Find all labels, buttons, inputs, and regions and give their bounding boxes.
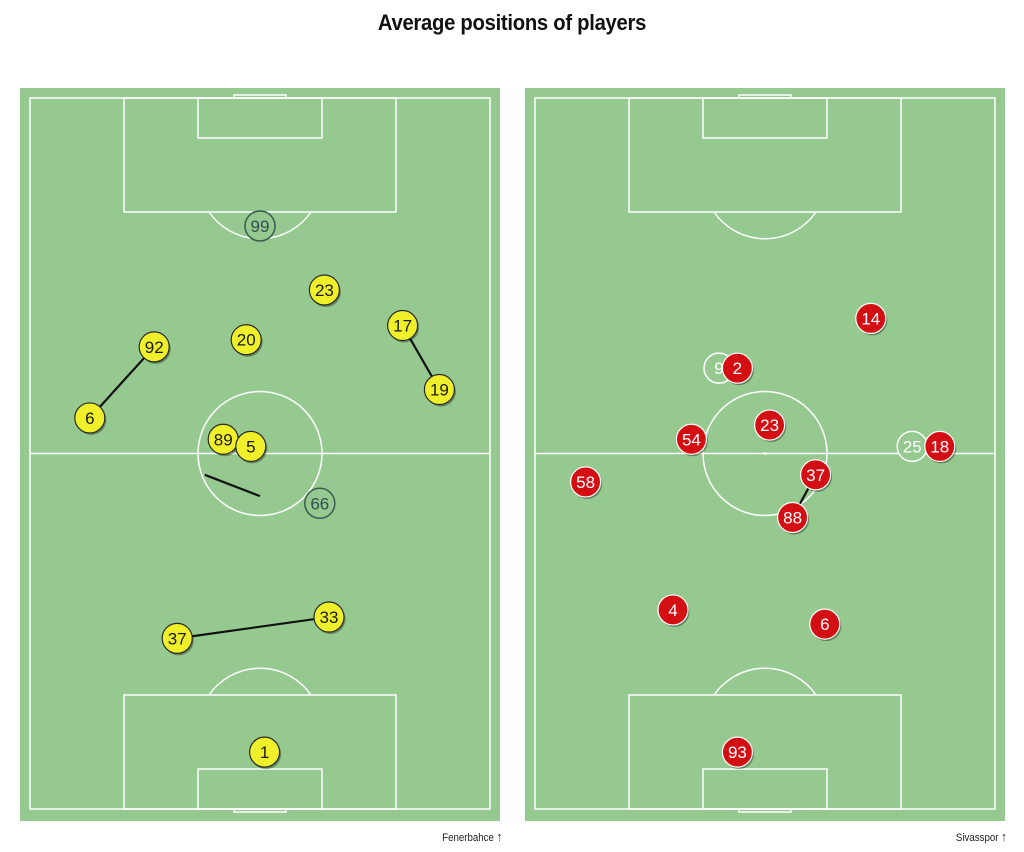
team-label-fenerbahce: Fenerbahce ↑ (442, 829, 502, 844)
fenerbahce-pitch: 99 66 23 17 19 92 20 6 89 5 33 37 1 (20, 88, 500, 821)
player-marker: 20 (230, 324, 263, 357)
player-number: 1 (260, 743, 269, 762)
player-markers: 9 25 14 2 54 23 18 58 37 88 4 6 93 (569, 302, 957, 770)
player-number: 23 (315, 281, 334, 300)
player-number: 54 (682, 430, 701, 449)
player-number: 20 (237, 331, 256, 350)
player-number: 5 (246, 437, 255, 456)
player-number: 92 (145, 338, 164, 357)
player-number: 9 (714, 359, 723, 378)
player-number: 6 (820, 615, 829, 634)
player-marker: 33 (313, 601, 346, 635)
marker-circle (754, 409, 786, 441)
marker-circle (138, 331, 170, 363)
player-marker: 6 (809, 608, 842, 642)
marker-circle (74, 402, 106, 434)
penalty-arc-bottom (713, 667, 817, 696)
marker-circle (657, 594, 689, 626)
player-marker: 23 (308, 274, 341, 307)
player-marker: 88 (777, 501, 810, 535)
marker-circle (161, 622, 193, 654)
player-marker: 1 (249, 736, 282, 770)
player-markers: 99 66 23 17 19 92 20 6 89 5 33 37 1 (74, 210, 456, 770)
up-arrow-icon: ↑ (496, 829, 502, 844)
penalty-arc-bottom (208, 667, 312, 696)
sivasspor-pitch: 9 25 14 2 54 23 18 58 37 88 4 6 93 (525, 88, 1005, 821)
player-marker: 18 (924, 430, 957, 464)
player-number: 37 (806, 466, 825, 485)
player-marker: 5 (235, 430, 268, 464)
centre-spot (763, 452, 767, 455)
marker-circle (809, 608, 841, 640)
player-number: 58 (576, 473, 595, 492)
player-number: 89 (214, 430, 233, 449)
player-number: 93 (728, 743, 747, 762)
team-name: Fenerbahce (441, 832, 494, 844)
player-number: 2 (733, 359, 742, 378)
centre-circle (702, 390, 828, 517)
penalty-arc-top (713, 211, 817, 240)
marker-circle (304, 487, 336, 520)
player-marker: 93 (721, 736, 754, 770)
player-marker: 58 (569, 466, 603, 499)
marker-circle (721, 352, 753, 384)
player-marker: 17 (387, 309, 420, 343)
marker-circle (387, 309, 419, 342)
centre-circle (197, 390, 323, 517)
marker-circle (924, 430, 956, 462)
goal-top (738, 94, 792, 99)
team-label-sivasspor: Sivasspor ↑ (956, 829, 1007, 844)
chart-title: Average positions of players (377, 10, 647, 35)
player-number: 18 (930, 437, 949, 456)
player-marker: 66 (304, 487, 336, 520)
player-marker: 6 (74, 402, 107, 435)
player-number: 17 (393, 317, 412, 336)
player-number: 14 (861, 309, 880, 328)
marker-circle (230, 324, 262, 356)
marker-circle (800, 459, 832, 491)
marker-circle (308, 274, 340, 306)
player-marker: 54 (675, 423, 708, 457)
marker-circle (423, 373, 455, 406)
link-line (204, 473, 261, 498)
player-number: 99 (251, 217, 270, 236)
player-marker: 99 (244, 210, 276, 242)
player-marker: 89 (207, 423, 240, 457)
player-number: 23 (760, 416, 779, 435)
up-arrow-icon: ↑ (1001, 829, 1007, 844)
team-name: Sivasspor (956, 832, 999, 844)
player-number: 6 (85, 409, 94, 428)
player-number: 33 (320, 608, 339, 627)
player-marker: 2 (721, 352, 754, 386)
player-number: 19 (430, 381, 449, 400)
player-number: 37 (168, 629, 187, 648)
player-marker: 37 (800, 459, 833, 492)
marker-circle (675, 423, 707, 455)
goal-bottom (738, 808, 792, 813)
player-marker: 37 (161, 622, 194, 656)
link-line (88, 346, 156, 419)
player-marker: 92 (138, 331, 171, 364)
marker-circle (244, 210, 276, 242)
player-marker: 4 (657, 594, 690, 627)
player-number: 25 (903, 437, 922, 456)
marker-circle (855, 302, 887, 335)
link-line (177, 615, 330, 640)
player-marker: 14 (855, 302, 888, 336)
player-number: 4 (668, 601, 677, 620)
player-number: 66 (310, 494, 329, 513)
marker-circle (721, 736, 753, 768)
marker-circle (313, 601, 345, 633)
marker-circle (569, 466, 602, 498)
player-marker: 23 (754, 409, 787, 443)
goal-bottom (233, 808, 287, 813)
marker-circle (249, 736, 281, 768)
player-marker: 19 (423, 373, 456, 407)
goal-top (233, 94, 287, 99)
marker-circle (777, 501, 809, 534)
player-marker: 25 (896, 430, 928, 463)
player-number: 88 (783, 508, 802, 527)
marker-circle (235, 430, 267, 462)
